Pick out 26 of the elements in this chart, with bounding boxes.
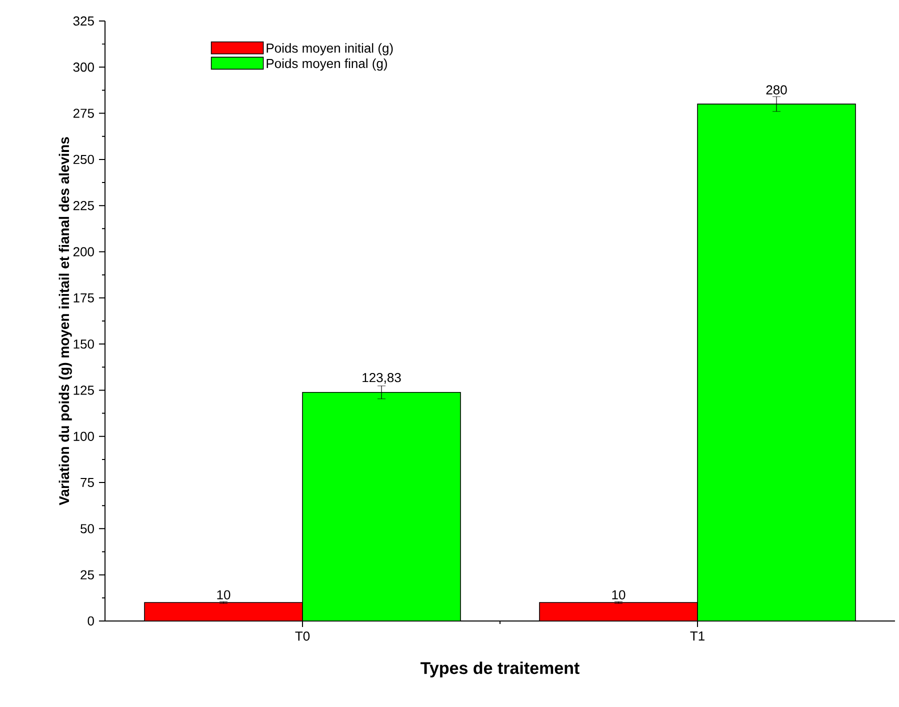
- y-tick-label: 50: [80, 524, 94, 534]
- y-tick-label: 25: [80, 570, 94, 580]
- y-tick-label: 0: [88, 616, 94, 626]
- y-tick-label: 225: [73, 200, 94, 210]
- data-label: 10: [217, 590, 230, 600]
- legend-label: Poids moyen initial (g): [266, 43, 393, 56]
- bar: [697, 104, 856, 621]
- data-label: 10: [612, 590, 626, 600]
- y-tick-label: 150: [74, 339, 94, 349]
- bar: [302, 392, 461, 621]
- x-tick-label: T0: [295, 632, 310, 641]
- data-label: 123,83: [362, 372, 401, 384]
- y-tick-label: 100: [74, 432, 94, 441]
- y-tick-label: 200: [73, 247, 94, 256]
- y-tick-label: 125: [74, 386, 94, 395]
- x-axis-title: Types de traitement: [420, 662, 580, 678]
- y-tick-label: 250: [73, 154, 94, 164]
- y-tick-label: 300: [73, 62, 94, 72]
- legend-label: Poids moyen final (g): [266, 58, 387, 71]
- data-label: 280: [766, 85, 787, 94]
- y-tick-label: 75: [80, 478, 94, 488]
- y-tick-label: 275: [73, 108, 94, 118]
- x-tick-label: T1: [690, 632, 704, 640]
- y-tick-label: 325: [73, 16, 94, 26]
- y-axis-title: Variation du poids (g) moyen initail et fianal des alevins: [58, 137, 72, 506]
- y-tick-label: 175: [74, 293, 94, 302]
